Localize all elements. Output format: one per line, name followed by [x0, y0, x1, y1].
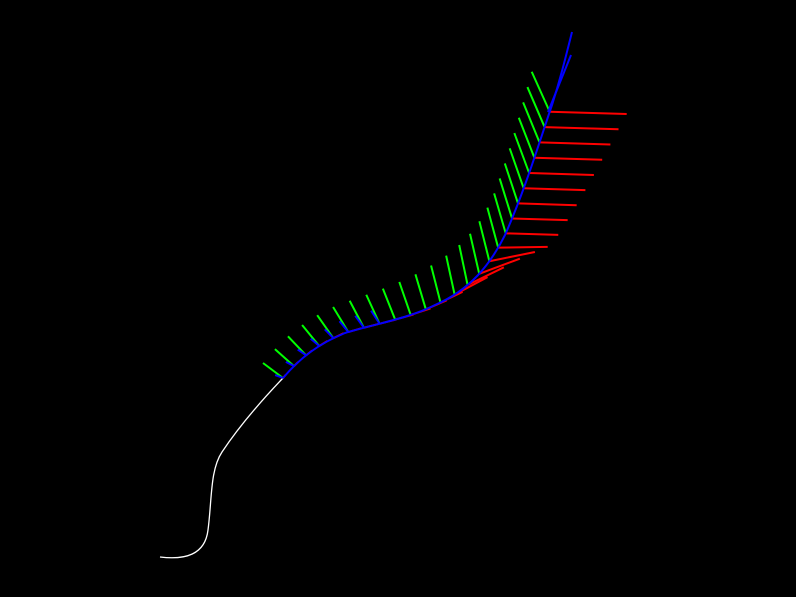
blue-tangent-curve: [282, 31, 573, 379]
white-path-curve: [159, 377, 284, 559]
normal-vector: [529, 172, 594, 177]
normal-vector: [549, 110, 627, 116]
binormal-vector: [526, 86, 546, 128]
binormal-vector: [414, 274, 427, 310]
normal-vector: [517, 202, 577, 207]
tangent-vector: [285, 360, 295, 368]
tangent-vector: [274, 374, 284, 379]
normal-vector: [534, 156, 603, 161]
blue-tangent-segment: [547, 54, 572, 113]
normal-vector: [489, 251, 536, 263]
normal-vector: [505, 232, 559, 236]
binormal-vector: [458, 244, 469, 286]
binormal-vector: [513, 132, 531, 174]
normal-vector: [523, 187, 586, 192]
binormal-vector: [262, 362, 284, 379]
binormal-vector: [445, 255, 456, 295]
tangent-vector: [310, 337, 320, 347]
binormal-vector: [498, 178, 514, 219]
binormal-vector: [469, 233, 481, 274]
binormal-vector: [381, 288, 397, 320]
tangent-vector: [354, 315, 365, 329]
normal-vector: [539, 141, 611, 146]
normal-vector: [512, 217, 568, 222]
frame-vectors: [262, 71, 627, 379]
tangent-vector: [297, 348, 307, 357]
binormal-vector: [522, 102, 541, 143]
binormal-vector: [486, 207, 500, 248]
binormal-vector: [508, 147, 525, 189]
binormal-vector: [478, 220, 491, 262]
binormal-vector: [430, 265, 442, 303]
binormal-vector: [274, 348, 295, 367]
binormal-vector: [530, 71, 551, 113]
tangent-vector: [370, 310, 381, 325]
normal-vector: [544, 126, 619, 131]
binormal-vector: [493, 193, 507, 234]
tangent-vector: [338, 320, 350, 333]
binormal-vector: [517, 117, 536, 159]
binormal-vector: [503, 163, 519, 204]
normal-vector: [478, 257, 521, 275]
normal-vector: [498, 245, 548, 249]
binormal-vector: [398, 281, 412, 316]
tangent-vector: [324, 328, 335, 339]
normal-vector: [467, 266, 505, 286]
